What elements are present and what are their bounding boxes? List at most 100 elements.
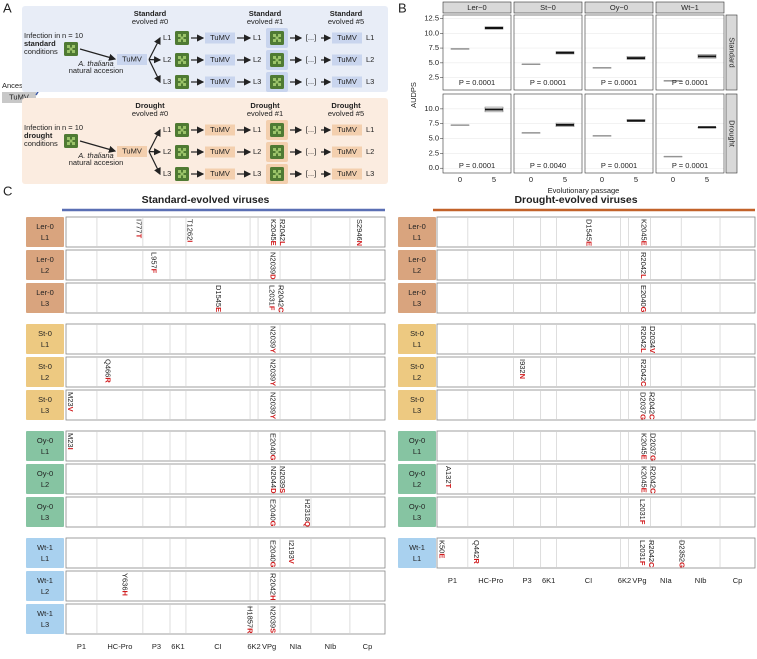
p-value: P = 0.0001 [459,161,495,170]
mutation-label: L2031F [267,285,276,311]
genome-row [65,570,386,602]
mutation-label: K2045E [639,219,648,246]
arrow [79,140,117,153]
virus-box [117,146,147,157]
virus-box [205,54,235,66]
host-text: A. thaliana [77,151,113,160]
facet-panel [584,93,654,174]
mutation-label: L2031F [638,499,647,525]
virus-box [332,146,362,158]
mutation-label: I2193V [287,540,296,564]
mutation-label: N2039Y [268,359,277,386]
plant-leaf [273,61,276,64]
virus-box [205,146,235,158]
plant-leaf [275,80,279,84]
lineage-label: L3 [366,169,374,178]
accession-label: Oy-0 [409,436,425,445]
line-label: L2 [413,373,421,382]
facet-panel [513,93,583,174]
lineage-tag [26,390,64,420]
host-text: A. thaliana [77,59,113,68]
row-strip [725,14,738,91]
p-value: P = 0.0001 [601,78,637,87]
line-label: L3 [413,513,421,522]
mutation-label: N2039S [268,606,277,633]
gene-label: NIb [325,642,337,651]
x-tick-label: 5 [705,175,709,184]
genome-row [65,603,386,635]
mutation-label: R2042C [648,392,657,420]
p-value: P = 0.0040 [530,161,566,170]
arrow [79,48,117,61]
panel-label: A [3,0,12,15]
mutation-label: I932N [518,359,527,379]
mutation-label: M23I [66,433,75,450]
virus-box [332,32,362,44]
mutation-label: D2352G [677,540,686,568]
lineage-tag [26,431,64,461]
y-tick-label: 2.5 [429,148,439,157]
mutation-label: L957F [149,252,158,274]
infection-text: conditions [24,47,58,56]
plant-leaf [72,50,75,53]
mutation-label: E2040G [639,285,648,313]
gene-label: VPg [632,576,646,585]
lineage-tag [398,217,436,247]
facet-panel [655,93,725,174]
section-title: Drought-evolved viruses [514,194,637,206]
genome-row [65,430,386,462]
line-label: L3 [41,513,49,522]
plant-leaf [180,128,184,132]
mutation-label: N2039S [278,466,287,493]
plant-leaf [278,83,281,86]
lineage-label: L1 [253,125,261,134]
gene-label: VPg [262,642,276,651]
line-label: L2 [413,266,421,275]
virus-label: TuMV [210,147,230,156]
accession-label: Wt-1 [37,609,53,618]
mutation-label: K2045E [269,219,278,246]
accession-label: Oy-0 [409,502,425,511]
plant-leaf [183,34,186,37]
facet-panel [442,93,512,174]
plant-leaf [69,47,73,51]
condition-header: Standard [249,9,282,18]
virus-label: TuMV [337,169,357,178]
genome-row [436,216,756,248]
mutation-label: Q442R [472,540,481,564]
virus-label: TuMV [122,146,142,155]
accession-label: Oy-0 [37,502,53,511]
plant-leaf [278,61,281,64]
plant-leaf [278,78,281,81]
mutation-label: D2037G [648,433,657,461]
y-tick-label: 5.0 [429,134,439,143]
infection-text: standard [24,39,56,48]
lineage-tag [398,324,436,354]
condition-header: Drought [135,101,165,110]
facet-strip [442,1,512,14]
lineage-label: L3 [163,169,171,178]
plant-leaf [72,45,75,48]
mutation-label: E2040G [268,499,277,527]
facet-panel [442,14,512,91]
condition-header: Drought [250,101,280,110]
plant-leaf [273,131,276,134]
lineage-tag [26,571,64,601]
virus-label: TuMV [210,33,230,42]
plant-leaf [183,175,186,178]
accession-label: St-0 [38,329,52,338]
virus-label: TuMV [337,147,357,156]
line-label: L1 [413,447,421,456]
x-tick-label: 5 [634,175,638,184]
lineage-label: L2 [366,55,374,64]
gene-label: 6K1 [171,642,184,651]
accession-label: Ler-0 [408,288,426,297]
gene-label: NIa [660,576,673,585]
plant-leaf [278,126,281,129]
genome-row [65,323,386,355]
gene-label: Cp [733,576,743,585]
virus-box [332,124,362,136]
accession-label: Oy-0 [37,436,53,445]
mutation-label: R2042L [639,252,648,279]
plant-leaf [273,34,276,37]
